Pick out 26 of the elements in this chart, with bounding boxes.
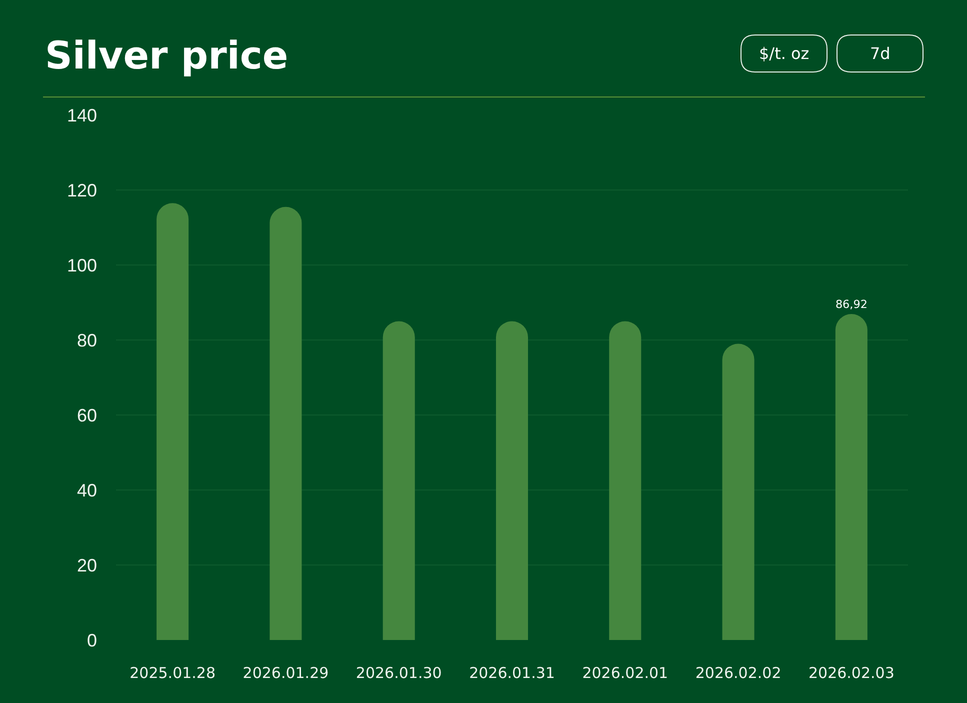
data-label: 86,92 [835, 298, 868, 311]
y-tick-label: 120 [66, 180, 97, 200]
x-tick-label: 2025.01.28 [130, 664, 216, 682]
bar [609, 321, 642, 640]
y-tick-label: 60 [76, 405, 97, 426]
x-tick-label: 2026.02.03 [808, 664, 894, 682]
bar [835, 314, 868, 640]
chart-title: Silver price [45, 33, 288, 78]
bar [270, 206, 302, 640]
bar [496, 321, 528, 640]
y-tick-label: 140 [66, 105, 97, 126]
y-tick-label: 80 [76, 330, 97, 350]
x-tick-label: 2026.01.31 [469, 664, 555, 682]
x-tick-label: 2026.02.01 [582, 664, 668, 682]
y-tick-label: 100 [66, 255, 97, 276]
x-tick-label: 2026.01.29 [242, 664, 329, 682]
y-tick-label: 40 [76, 480, 97, 500]
x-tick-label: 2026.01.30 [356, 664, 442, 682]
y-tick-label: 20 [76, 555, 97, 576]
bar [382, 321, 415, 640]
text: 7d [870, 44, 890, 63]
bar [722, 344, 754, 640]
text: $/t. oz [759, 44, 810, 63]
bar [156, 203, 189, 640]
x-tick-label: 2026.02.02 [695, 664, 782, 682]
y-tick-label: 0 [86, 630, 97, 650]
